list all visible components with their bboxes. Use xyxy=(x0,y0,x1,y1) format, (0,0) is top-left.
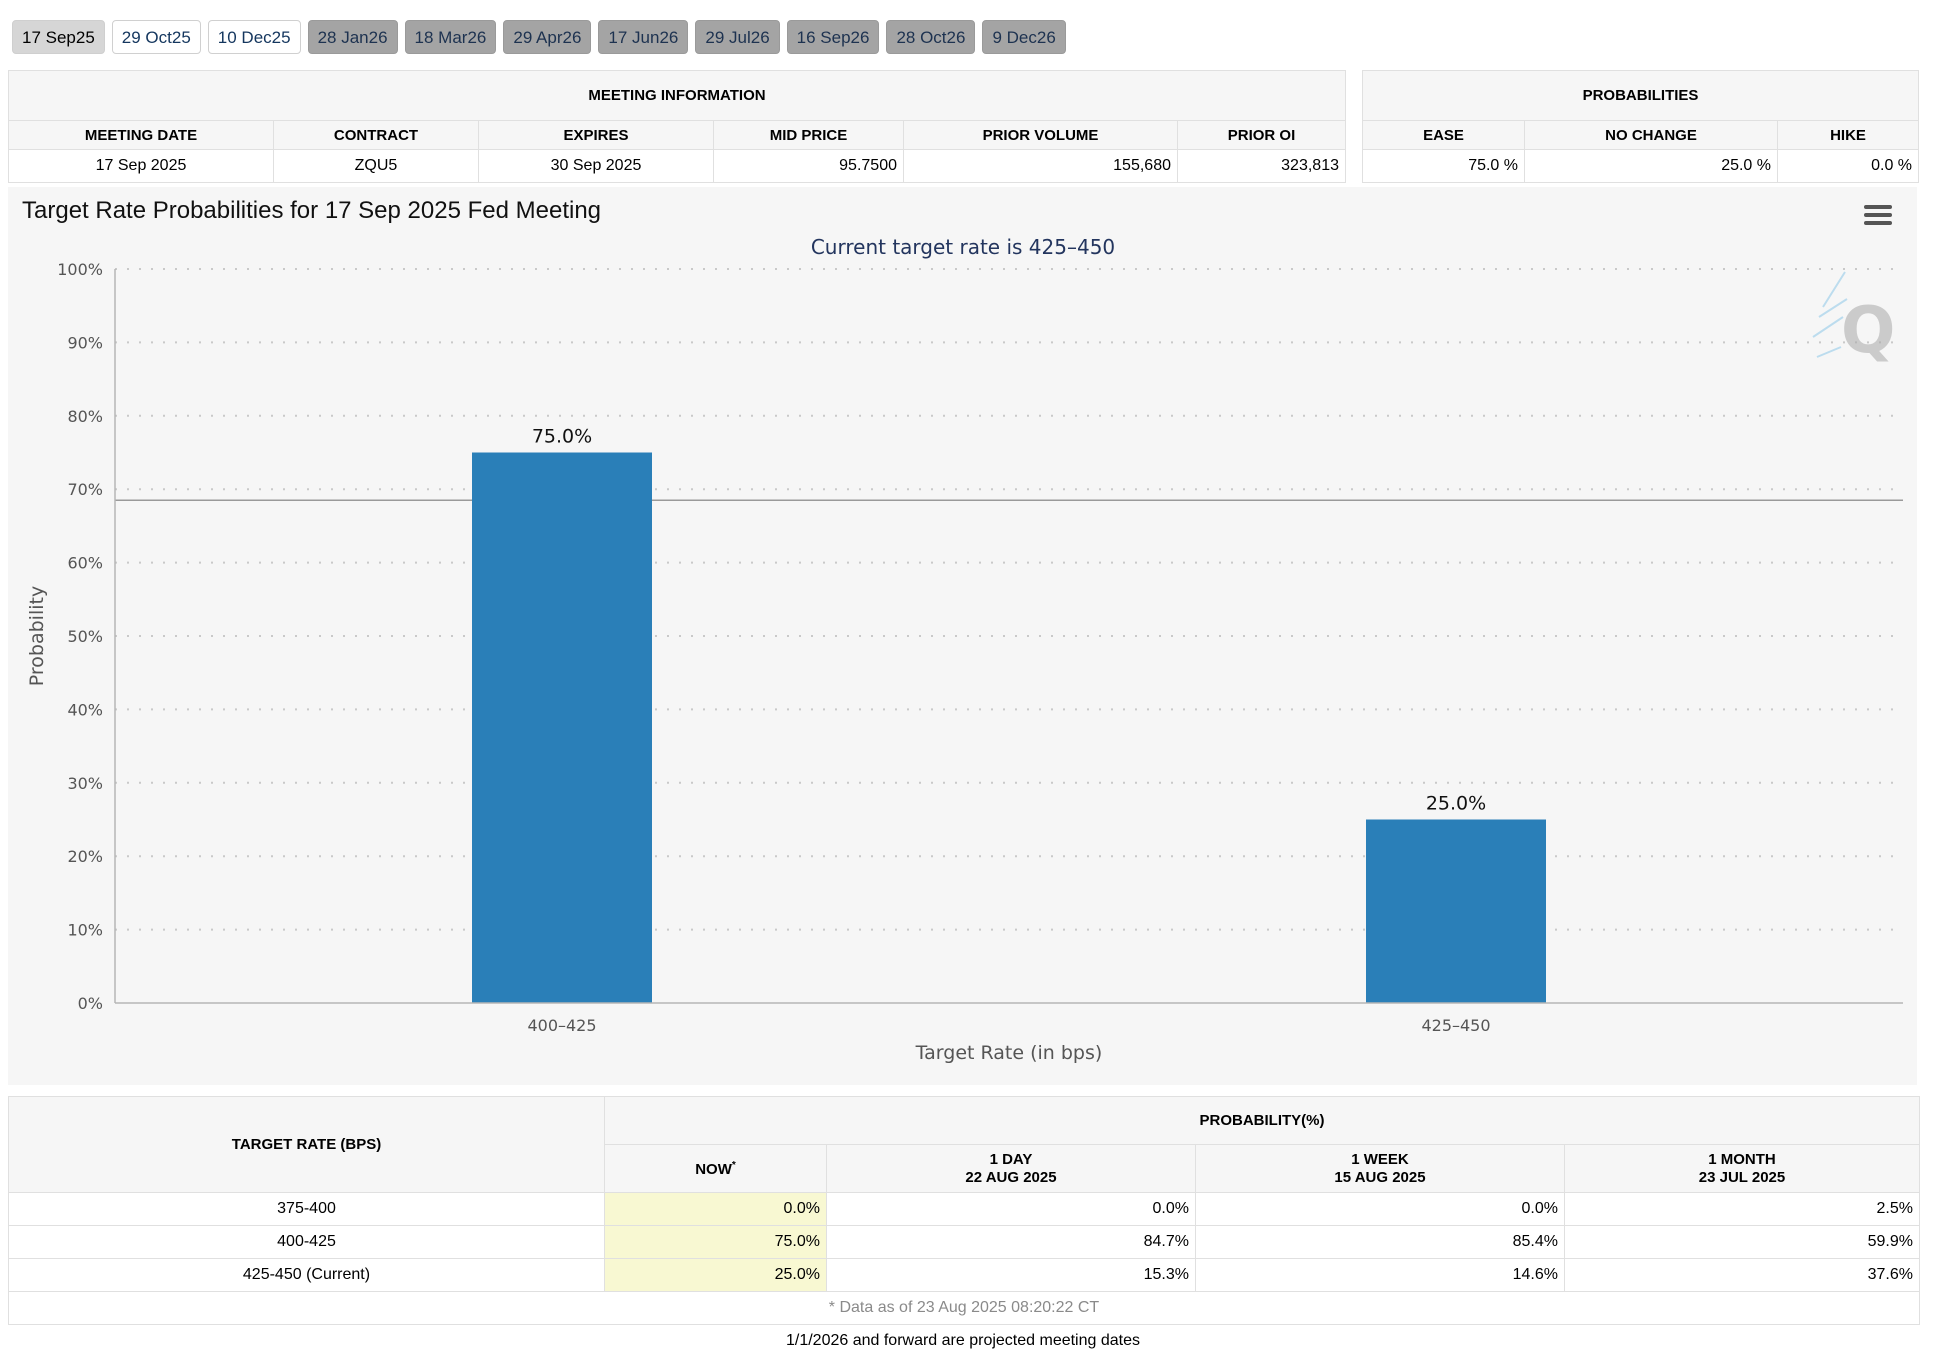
bar-425–450[interactable] xyxy=(1366,819,1546,1004)
col-mid-price: MID PRICE xyxy=(713,120,904,150)
projected-dates-note: 1/1/2026 and forward are projected meeti… xyxy=(785,1332,1140,1349)
probability-header: PROBABILITY(%) xyxy=(604,1096,1920,1145)
one-week-cell: 14.6% xyxy=(1195,1258,1565,1292)
now-marker: * xyxy=(731,1159,736,1171)
tab-meeting-1[interactable]: 29 Oct25 xyxy=(111,20,201,54)
rate-cell: 400-425 xyxy=(8,1225,605,1259)
one-week-date: 15 AUG 2025 xyxy=(1334,1168,1426,1186)
tab-meeting-8[interactable]: 16 Sep26 xyxy=(786,20,880,54)
col-contract: CONTRACT xyxy=(273,120,479,150)
one-day-header: 1 DAY 22 AUG 2025 xyxy=(826,1144,1196,1193)
probabilities-table: PROBABILITIES EASE NO CHANGE HIKE 75.0 %… xyxy=(1361,70,1920,183)
rate-cell: 425-450 (Current) xyxy=(8,1258,605,1292)
rate-cell: 375-400 xyxy=(8,1192,605,1226)
tab-meeting-4[interactable]: 18 Mar26 xyxy=(404,20,497,54)
hamburger-menu-icon[interactable] xyxy=(1864,205,1892,229)
one-month-cell: 37.6% xyxy=(1564,1258,1920,1292)
one-week-label: 1 WEEK xyxy=(1351,1150,1409,1168)
expires-value: 30 Sep 2025 xyxy=(478,149,714,183)
y-tick-label: 90% xyxy=(67,333,103,352)
col-prior-oi: PRIOR OI xyxy=(1177,120,1346,150)
mid-price-value: 95.7500 xyxy=(713,149,904,183)
one-week-cell: 0.0% xyxy=(1195,1192,1565,1226)
watermark-logo: Q xyxy=(1812,271,1895,368)
tab-meeting-2[interactable]: 10 Dec25 xyxy=(207,20,301,54)
one-month-cell: 2.5% xyxy=(1564,1192,1920,1226)
y-tick-label: 30% xyxy=(67,774,103,793)
bar-data-label: 25.0% xyxy=(1426,793,1486,815)
prior-oi-value: 323,813 xyxy=(1177,149,1346,183)
now-cell: 0.0% xyxy=(604,1192,827,1226)
one-day-label: 1 DAY xyxy=(989,1150,1033,1168)
one-month-label: 1 MONTH xyxy=(1708,1150,1776,1168)
bar-chart: Current target rate is 425–450 0% 10% 20% 3… xyxy=(26,235,1903,1064)
one-day-cell: 0.0% xyxy=(826,1192,1196,1226)
x-tick-label: 425–450 xyxy=(1421,1016,1490,1035)
ease-value: 75.0 % xyxy=(1362,149,1525,183)
one-month-cell: 59.9% xyxy=(1564,1225,1920,1259)
tab-meeting-9[interactable]: 28 Oct26 xyxy=(886,20,976,54)
y-tick-label: 70% xyxy=(67,480,103,499)
one-day-cell: 15.3% xyxy=(826,1258,1196,1292)
table-row: 425-450 (Current) 25.0% 15.3% 14.6% 37.6… xyxy=(8,1258,1920,1292)
probability-history-table: TARGET RATE (BPS) PROBABILITY(%) NOW* 1 … xyxy=(8,1096,1920,1325)
meeting-date-tabs: 17 Sep25 29 Oct25 10 Dec25 28 Jan26 18 M… xyxy=(12,20,1066,54)
bar-400–425[interactable] xyxy=(472,452,652,1004)
one-week-header: 1 WEEK 15 AUG 2025 xyxy=(1195,1144,1565,1193)
y-tick-label: 50% xyxy=(67,627,103,646)
target-rate-header: TARGET RATE (BPS) xyxy=(8,1096,605,1193)
tab-meeting-10[interactable]: 9 Dec26 xyxy=(982,20,1066,54)
col-prior-volume: PRIOR VOLUME xyxy=(903,120,1178,150)
chart-subtitle: Current target rate is 425–450 xyxy=(811,235,1115,259)
now-cell: 75.0% xyxy=(604,1225,827,1259)
one-day-cell: 84.7% xyxy=(826,1225,1196,1259)
data-timestamp-note: * Data as of 23 Aug 2025 08:20:22 CT xyxy=(8,1291,1920,1325)
probabilities-caption: PROBABILITIES xyxy=(1361,70,1920,121)
tab-meeting-5[interactable]: 29 Apr26 xyxy=(503,20,592,54)
col-hike: HIKE xyxy=(1776,120,1920,150)
svg-text:Q: Q xyxy=(1841,294,1895,368)
chart-panel: Target Rate Probabilities for 17 Sep 202… xyxy=(8,187,1917,1085)
one-month-header: 1 MONTH 23 JUL 2025 xyxy=(1564,1144,1920,1193)
chart-title: Target Rate Probabilities for 17 Sep 202… xyxy=(22,197,602,224)
col-no-change: NO CHANGE xyxy=(1524,120,1778,150)
bar-data-label: 75.0% xyxy=(532,426,592,448)
y-tick-label: 60% xyxy=(67,554,103,573)
contract-value: ZQU5 xyxy=(273,149,479,183)
y-tick-label: 20% xyxy=(67,847,103,866)
hike-value: 0.0 % xyxy=(1776,149,1920,183)
x-tick-label: 400–425 xyxy=(527,1016,596,1035)
tab-meeting-6[interactable]: 17 Jun26 xyxy=(598,20,689,54)
tab-meeting-7[interactable]: 29 Jul26 xyxy=(695,20,780,54)
now-cell: 25.0% xyxy=(604,1258,827,1292)
y-tick-label: 100% xyxy=(57,260,103,279)
meeting-info-table: MEETING INFORMATION MEETING DATE CONTRAC… xyxy=(8,70,1346,183)
no-change-value: 25.0 % xyxy=(1524,149,1778,183)
x-axis-title: Target Rate (in bps) xyxy=(915,1042,1103,1064)
col-meeting-date: MEETING DATE xyxy=(8,120,274,150)
y-tick-label: 0% xyxy=(78,994,103,1013)
y-tick-label: 40% xyxy=(67,700,103,719)
now-header: NOW* xyxy=(604,1144,827,1193)
tab-meeting-0[interactable]: 17 Sep25 xyxy=(12,20,105,54)
meeting-info-caption: MEETING INFORMATION xyxy=(8,70,1346,121)
one-day-date: 22 AUG 2025 xyxy=(965,1168,1057,1186)
table-row: 400-425 75.0% 84.7% 85.4% 59.9% xyxy=(8,1225,1920,1259)
table-row: 375-400 0.0% 0.0% 0.0% 2.5% xyxy=(8,1192,1920,1226)
meeting-date-value: 17 Sep 2025 xyxy=(8,149,274,183)
one-week-cell: 85.4% xyxy=(1195,1225,1565,1259)
one-month-date: 23 JUL 2025 xyxy=(1698,1168,1786,1186)
prior-volume-value: 155,680 xyxy=(903,149,1178,183)
y-tick-label: 80% xyxy=(67,407,103,426)
now-label: NOW xyxy=(695,1160,732,1178)
y-tick-label: 10% xyxy=(67,921,103,940)
y-axis-title: Probability xyxy=(26,586,48,686)
col-expires: EXPIRES xyxy=(478,120,714,150)
tab-meeting-3[interactable]: 28 Jan26 xyxy=(307,20,398,54)
col-ease: EASE xyxy=(1362,120,1525,150)
